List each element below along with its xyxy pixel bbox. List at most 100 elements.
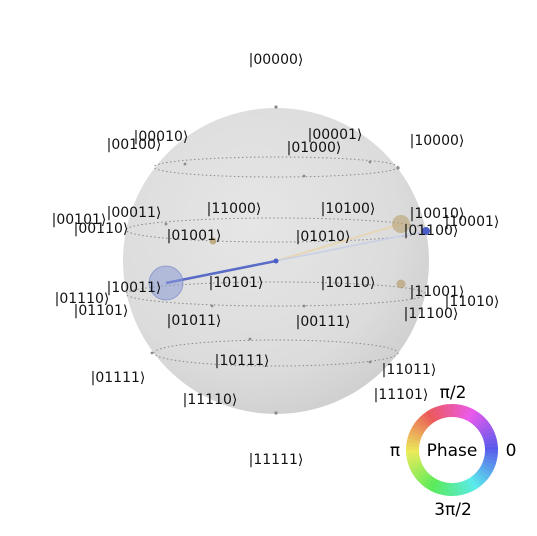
phase-wheel-segment: [480, 463, 494, 473]
phase-wheel-segment: [425, 410, 436, 424]
phase-wheel-segment: [428, 408, 439, 422]
phase-wheel-segment: [477, 420, 490, 432]
state-label-10001: |10001⟩: [445, 214, 500, 230]
phase-wheel-segment: [416, 417, 429, 429]
phase-wheel: Phase π/2 0 π 3π/2: [390, 383, 517, 520]
phase-wheel-segment: [454, 404, 460, 418]
state-dot: [183, 162, 187, 166]
phase-wheel-segment: [454, 482, 461, 496]
state-label-00010: |00010⟩: [134, 129, 189, 145]
phase-wheel-segment: [406, 438, 421, 445]
phase-wheel-segment: [457, 404, 464, 419]
phase-wheel-segment: [475, 471, 488, 483]
phase-label-pi: π: [390, 441, 400, 461]
state-label-00110: |00110⟩: [74, 221, 129, 237]
phase-wheel-segment: [479, 466, 492, 477]
phase-wheel-segment: [484, 441, 498, 448]
phase-wheel-segment: [432, 406, 441, 421]
state-label-01000: |01000⟩: [287, 140, 342, 156]
marker-10010: [392, 215, 410, 233]
marker-10011: [148, 265, 184, 301]
latitude-ring-4: [153, 339, 399, 367]
state-label-11010: |11010⟩: [445, 294, 500, 310]
phase-wheel-segment: [475, 417, 488, 429]
phase-wheel-segment: [439, 404, 447, 419]
sphere-center: [273, 258, 279, 264]
phase-wheel-segment: [408, 430, 423, 439]
state-label-11011: |11011⟩: [382, 362, 437, 378]
state-label-00101: |00101⟩: [52, 212, 107, 228]
phase-wheel-segment: [412, 466, 426, 477]
phase-wheel-segment: [477, 468, 490, 480]
state-label-01010: |01010⟩: [296, 229, 351, 245]
phase-wheel-segment: [436, 405, 444, 420]
phase-wheel-segment: [432, 479, 441, 494]
phase-wheel-segment: [410, 427, 424, 437]
state-label-01101: |01101⟩: [74, 303, 129, 319]
phase-wheel-segment: [470, 412, 482, 425]
state-label-10100: |10100⟩: [321, 201, 376, 217]
phase-wheel-segment: [482, 434, 497, 442]
phase-wheel-segment: [406, 452, 420, 459]
phase-wheel-segment: [447, 404, 452, 418]
state-label-11001: |11001⟩: [410, 284, 465, 300]
state-dot: [274, 105, 278, 109]
phase-wheel-segment: [436, 481, 444, 495]
state-label-11111: |11111⟩: [249, 452, 304, 468]
phase-wheel-segment: [406, 455, 421, 463]
vector-10011: [165, 259, 277, 285]
phase-wheel-segment: [447, 482, 453, 496]
phase-wheel-segment: [478, 423, 492, 434]
phase-wheel-segment: [483, 458, 497, 466]
phase-wheel-segment: [440, 481, 447, 496]
phase-wheel-segment: [419, 473, 431, 486]
phase-wheel-segment: [422, 475, 434, 488]
latitude-ring-3: [125, 281, 427, 307]
phase-wheel-segment: [483, 455, 498, 462]
phase-wheel-segment: [480, 426, 494, 437]
state-dot: [368, 360, 372, 364]
phase-wheel-segment: [484, 452, 498, 458]
phase-wheel-segment: [444, 482, 450, 496]
state-label-01011: |01011⟩: [167, 313, 222, 329]
phase-wheel-segment: [465, 478, 476, 492]
state-label-10000: |10000⟩: [410, 133, 465, 149]
phase-wheel-segment: [483, 437, 498, 445]
state-dot: [150, 351, 154, 355]
phase-wheel-segment: [484, 445, 498, 450]
phase-wheel-segment: [410, 463, 424, 474]
state-label-11100: |11100⟩: [404, 306, 459, 322]
state-dot: [210, 304, 214, 308]
state-dots: [150, 105, 400, 415]
vector-01100: [275, 230, 427, 262]
state-label-00001: |00001⟩: [308, 127, 363, 143]
phase-label-0: 0: [506, 441, 517, 461]
state-dot: [302, 304, 306, 308]
state-label-01100: |01100⟩: [404, 223, 459, 239]
marker-01100: [422, 227, 430, 235]
phase-wheel-segment: [406, 442, 420, 448]
phase-wheel-segment: [481, 430, 496, 439]
state-label-11000: |11000⟩: [207, 201, 262, 217]
state-dot: [396, 166, 400, 170]
state-dot: [368, 160, 372, 164]
phase-wheel-segment: [414, 420, 427, 432]
phase-wheel-segment: [470, 475, 482, 488]
phase-wheel-segment: [443, 404, 450, 418]
state-label-10010: |10010⟩: [410, 206, 465, 222]
marker-01001: [209, 237, 217, 245]
marker-11001: [396, 279, 406, 289]
phase-wheel-segment: [465, 408, 475, 422]
phase-wheel-segment: [451, 404, 457, 418]
state-label-00000: |00000⟩: [249, 52, 304, 68]
phase-wheel-segment: [425, 477, 436, 490]
phase-label-3pi-2: 3π/2: [434, 500, 472, 520]
state-label-00100: |00100⟩: [107, 137, 162, 153]
phase-label-pi-2: π/2: [440, 383, 467, 403]
state-label-10011: |10011⟩: [107, 280, 162, 296]
phase-wheel-segment: [452, 482, 457, 496]
phase-wheel-segment: [468, 410, 479, 423]
phase-wheel-segment: [406, 445, 420, 451]
state-label-01001: |01001⟩: [167, 228, 222, 244]
